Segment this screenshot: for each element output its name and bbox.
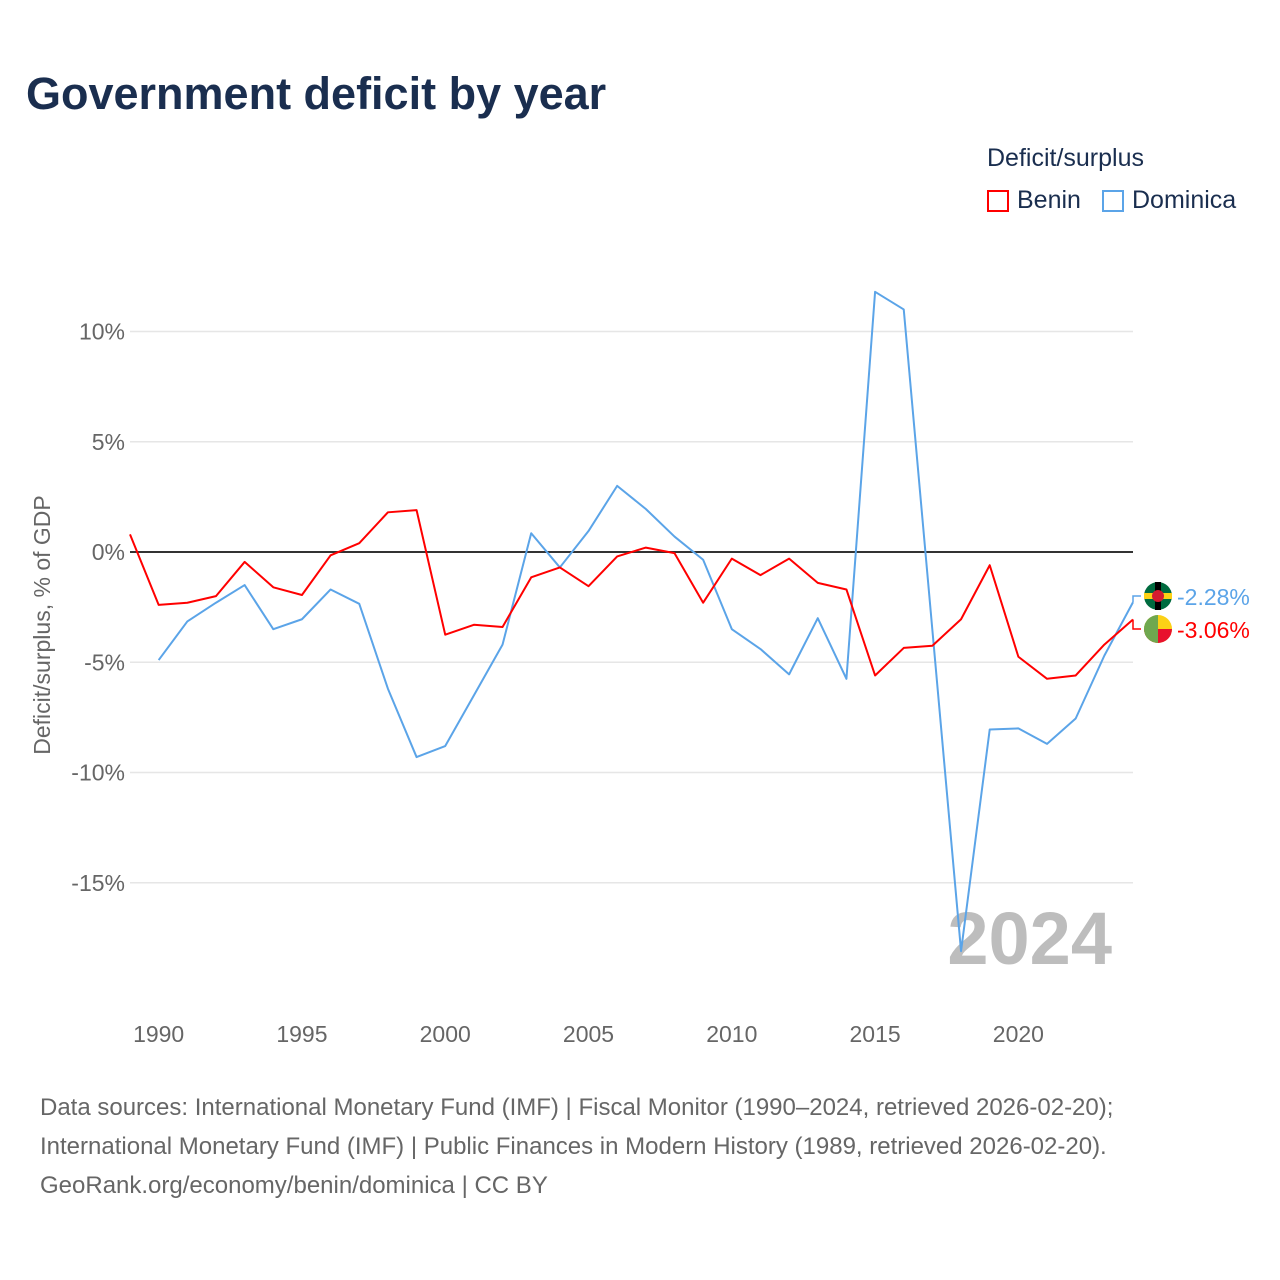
y-tick-label: 0% [92, 539, 125, 565]
y-tick-label: -10% [71, 760, 125, 786]
y-tick-label: 5% [92, 429, 125, 455]
end-connector [1132, 595, 1141, 603]
series-line-benin[interactable] [129, 509, 1134, 680]
y-tick-label: -5% [84, 649, 125, 675]
x-tick-label: 2000 [420, 1021, 471, 1047]
legend-swatch [1102, 189, 1124, 212]
source-line: International Monetary Fund (IMF) | Publ… [40, 1133, 1107, 1160]
source-line: Data sources: International Monetary Fun… [40, 1094, 1114, 1121]
chart-title: Government deficit by year [26, 68, 607, 119]
flag-disc [1152, 590, 1164, 602]
x-tick-label: 2005 [563, 1021, 614, 1047]
x-tick-label: 1995 [276, 1021, 327, 1047]
series-line-dominica[interactable] [157, 290, 1134, 953]
x-tick-label: 2020 [993, 1021, 1044, 1047]
x-tick-label: 2010 [706, 1021, 757, 1047]
legend-swatch [987, 189, 1009, 212]
legend-label: Benin [1017, 186, 1081, 214]
y-axis-label: Deficit/surplus, % of GDP [29, 495, 55, 754]
legend-title: Deficit/surplus [987, 144, 1144, 172]
end-value-label-benin: -3.06% [1177, 617, 1250, 643]
source-notes: Data sources: International Monetary Fun… [40, 1088, 1113, 1205]
y-tick-label: -15% [71, 870, 125, 896]
plot-area: 10% 5% 0% -5% -10% -15% 1990 1995 2000 2005 2010 20… [29, 290, 1250, 1047]
legend-label: Dominica [1132, 186, 1237, 214]
flag-part [1144, 615, 1158, 643]
y-tick-label: 10% [79, 319, 125, 345]
legend-item-benin[interactable]: Benin [987, 186, 1081, 215]
x-tick-label: 2015 [849, 1021, 900, 1047]
x-tick-label: 1990 [133, 1021, 184, 1047]
end-value-label-dominica: -2.28% [1177, 584, 1250, 610]
end-connector [1132, 619, 1141, 630]
year-watermark: 2024 [947, 897, 1112, 980]
legend-item-dominica[interactable]: Dominica [1102, 186, 1236, 215]
source-line[interactable]: GeoRank.org/economy/benin/dominica | CC … [40, 1172, 548, 1199]
